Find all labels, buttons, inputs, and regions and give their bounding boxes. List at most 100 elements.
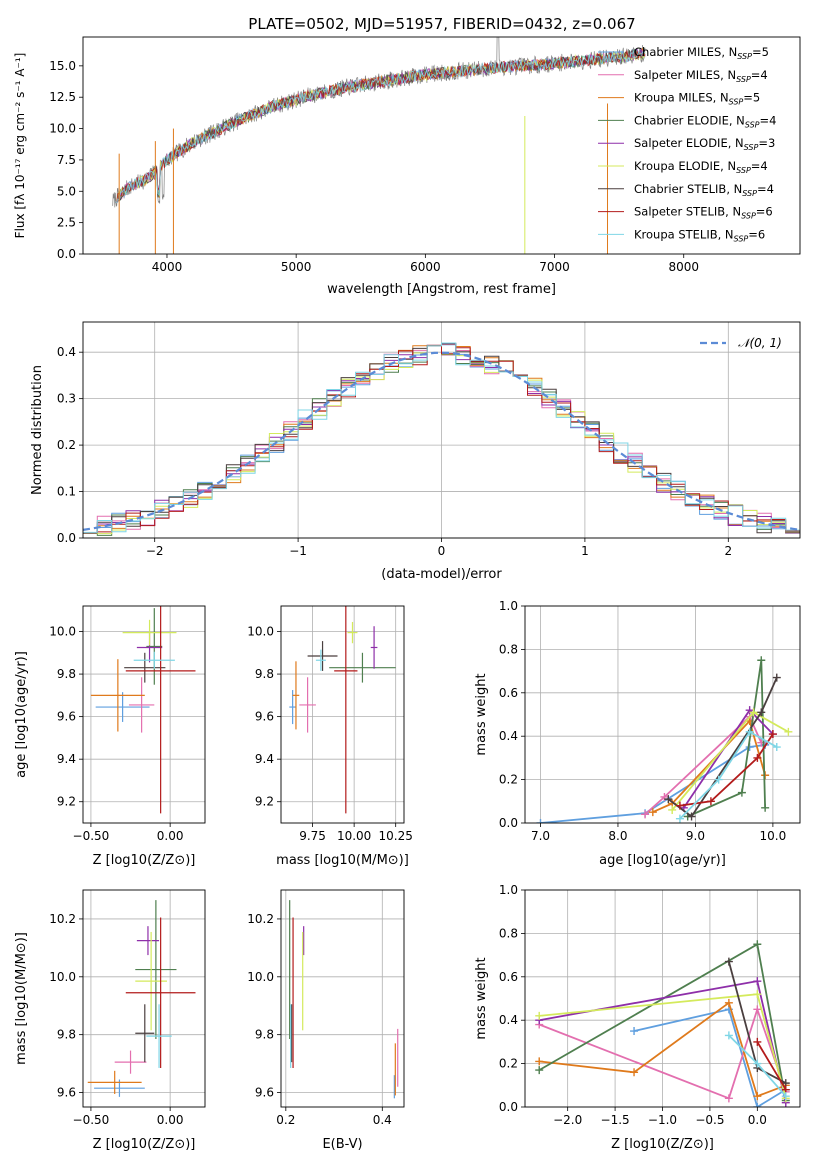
x-tick-label: 7000 xyxy=(539,260,570,274)
y-tick-label: 9.6 xyxy=(255,710,274,724)
y-tick-label: 0.0 xyxy=(57,531,76,545)
y-tick-label: 1.0 xyxy=(499,883,518,897)
errorbar-salpeter_miles xyxy=(114,1050,147,1074)
y-axis-label: mass weight xyxy=(474,673,489,755)
weight-marker-salpeter_stelib xyxy=(675,801,684,810)
y-tick-label: 0.2 xyxy=(499,1057,518,1071)
x-tick-label: −2 xyxy=(146,544,164,558)
weight-marker-salpeter_stelib xyxy=(753,1037,762,1046)
axes: 9.75 10.00 10.25 9.2 9.4 9.6 9.8 10.0 xyxy=(247,625,413,843)
plot-area xyxy=(289,900,399,1099)
plot-area xyxy=(536,656,793,823)
panel-mass_vs_Z: −0.50 0.00 9.6 9.8 10.0 10.2 Z [log10(Z/Z⊙)] ma… xyxy=(14,889,206,1152)
x-tick-label: 5000 xyxy=(281,260,312,274)
legend-entry: Chabrier MILES, NSSP=5 xyxy=(634,45,769,61)
axes-frame xyxy=(524,605,801,824)
x-tick-label: 2 xyxy=(724,544,732,558)
plot-area xyxy=(112,37,646,254)
legend-entry: Kroupa MILES, NSSP=5 xyxy=(634,91,760,107)
axes-frame xyxy=(280,605,405,824)
x-tick-label: 9.75 xyxy=(299,829,326,843)
figure-title: PLATE=0502, MJD=51957, FIBERID=0432, z=0… xyxy=(248,15,635,33)
weight-marker-kroupa_miles xyxy=(630,1068,639,1077)
weight-marker-kroupa_miles xyxy=(535,1057,544,1066)
y-tick-label: 2.5 xyxy=(57,216,76,230)
y-tick-label: 10.2 xyxy=(49,912,76,926)
histogram-salpeter_stelib xyxy=(83,345,800,533)
weight-marker-chabrier_stelib xyxy=(664,795,673,804)
weight-marker-kroupa_stelib xyxy=(714,775,723,784)
weight-marker-kroupa_elodie xyxy=(784,727,793,736)
weight-line-salpeter_miles xyxy=(538,1006,787,1100)
y-tick-label: 0.1 xyxy=(57,485,76,499)
errorbar-kroupa_elodie xyxy=(135,931,167,1031)
legend: Chabrier MILES, NSSP=5 Salpeter MILES, NS… xyxy=(598,45,776,243)
x-axis-label: Z [log10(Z/Z⊙)] xyxy=(93,1137,196,1152)
y-tick-label: 10.2 xyxy=(247,912,274,926)
legend-entry: Kroupa STELIB, NSSP=6 xyxy=(634,227,765,243)
weight-marker-kroupa_stelib xyxy=(753,1059,762,1068)
errorbar-salpeter_stelib xyxy=(125,917,196,1068)
panel-residuals: −2 −1 0 1 2 0.0 0.1 0.2 0.3 0.4 (data-model)/error… xyxy=(30,321,801,582)
axes: 4000 5000 6000 7000 8000 0.0 2.5 5.0 7.5 10.0 12.5… xyxy=(49,59,699,274)
y-tick-label: 0.0 xyxy=(499,1100,518,1114)
legend-entry: Salpeter STELIB, NSSP=6 xyxy=(634,205,773,221)
errorbar-chabrier_stelib xyxy=(124,652,166,683)
weight-marker-chabrier_elodie xyxy=(737,788,746,797)
y-tick-label: 9.2 xyxy=(57,795,76,809)
x-tick-label: 9.0 xyxy=(686,829,705,843)
axes: −0.50 0.00 9.6 9.8 10.0 10.2 xyxy=(49,912,183,1127)
x-axis-label: (data-model)/error xyxy=(381,567,502,582)
model-kroupa_stelib xyxy=(114,49,646,204)
x-tick-label: 0.00 xyxy=(157,829,184,843)
weight-marker-salpeter_stelib xyxy=(768,730,777,739)
legend: 𝒩(0, 1) xyxy=(700,336,782,350)
errorbar-salpeter_miles xyxy=(128,677,155,733)
axes-frame xyxy=(280,889,405,1108)
x-axis-label: age [log10(age/yr)] xyxy=(599,853,726,868)
weight-marker-kroupa_stelib xyxy=(675,814,684,823)
errorbar-kroupa_stelib xyxy=(133,651,175,669)
errorbar-chabrier_elodie xyxy=(135,900,177,1040)
x-tick-label: 10.25 xyxy=(379,829,413,843)
errorbar-chabrier_stelib xyxy=(307,641,338,671)
y-tick-label: 0.8 xyxy=(499,642,518,656)
weight-marker-salpeter_miles xyxy=(753,1005,762,1014)
weight-marker-kroupa_miles xyxy=(724,998,733,1007)
y-tick-label: 5.0 xyxy=(57,184,76,198)
panel-age_vs_Z: −0.50 0.00 9.2 9.4 9.6 9.8 10.0 Z [log10(Z/Z⊙)]… xyxy=(14,605,206,868)
weight-marker-chabrier_elodie xyxy=(753,940,762,949)
plot-area xyxy=(83,342,800,536)
errorbar-kroupa_stelib xyxy=(315,649,326,671)
x-tick-label: 8.0 xyxy=(608,829,627,843)
plot-area xyxy=(90,606,196,814)
weight-line-salpeter_stelib xyxy=(756,1041,787,1091)
x-tick-label: 10.0 xyxy=(760,829,787,843)
grid xyxy=(281,606,404,823)
y-axis-label: Normed distribution xyxy=(30,365,45,495)
errorbar-salpeter_elodie xyxy=(136,926,160,956)
x-tick-label: 4000 xyxy=(152,260,183,274)
x-tick-label: −1.0 xyxy=(648,1113,677,1127)
weight-marker-chabrier_stelib xyxy=(724,957,733,966)
weight-marker-chabrier_elodie xyxy=(761,803,770,812)
errorbar-chabrier_stelib xyxy=(135,1004,155,1063)
weight-marker-chabrier_stelib xyxy=(757,708,766,717)
axes: −0.50 0.00 9.2 9.4 9.6 9.8 10.0 xyxy=(49,625,183,843)
axes: 0.2 0.4 9.6 9.8 10.0 10.2 xyxy=(247,912,392,1127)
weight-marker-kroupa_miles xyxy=(753,1092,762,1101)
weight-marker-kroupa_stelib xyxy=(745,727,754,736)
x-tick-label: −0.50 xyxy=(73,1113,110,1127)
y-tick-label: 9.6 xyxy=(57,1086,76,1100)
axes: −2 −1 0 1 2 0.0 0.1 0.2 0.3 0.4 xyxy=(57,345,732,558)
x-axis-label: wavelength [Angstrom, rest frame] xyxy=(327,282,556,297)
y-tick-label: 10.0 xyxy=(49,970,76,984)
axes-frame xyxy=(524,889,801,1108)
x-axis-label: mass [log10(M/M⊙)] xyxy=(276,853,409,868)
weight-marker-chabrier_elodie xyxy=(535,1066,544,1075)
errorbar-kroupa_miles xyxy=(87,1070,142,1094)
y-tick-label: 0.2 xyxy=(57,438,76,452)
errorbar-chabrier_miles xyxy=(95,692,150,722)
y-tick-label: 0.4 xyxy=(499,729,518,743)
weight-line-kroupa_stelib xyxy=(679,730,778,820)
